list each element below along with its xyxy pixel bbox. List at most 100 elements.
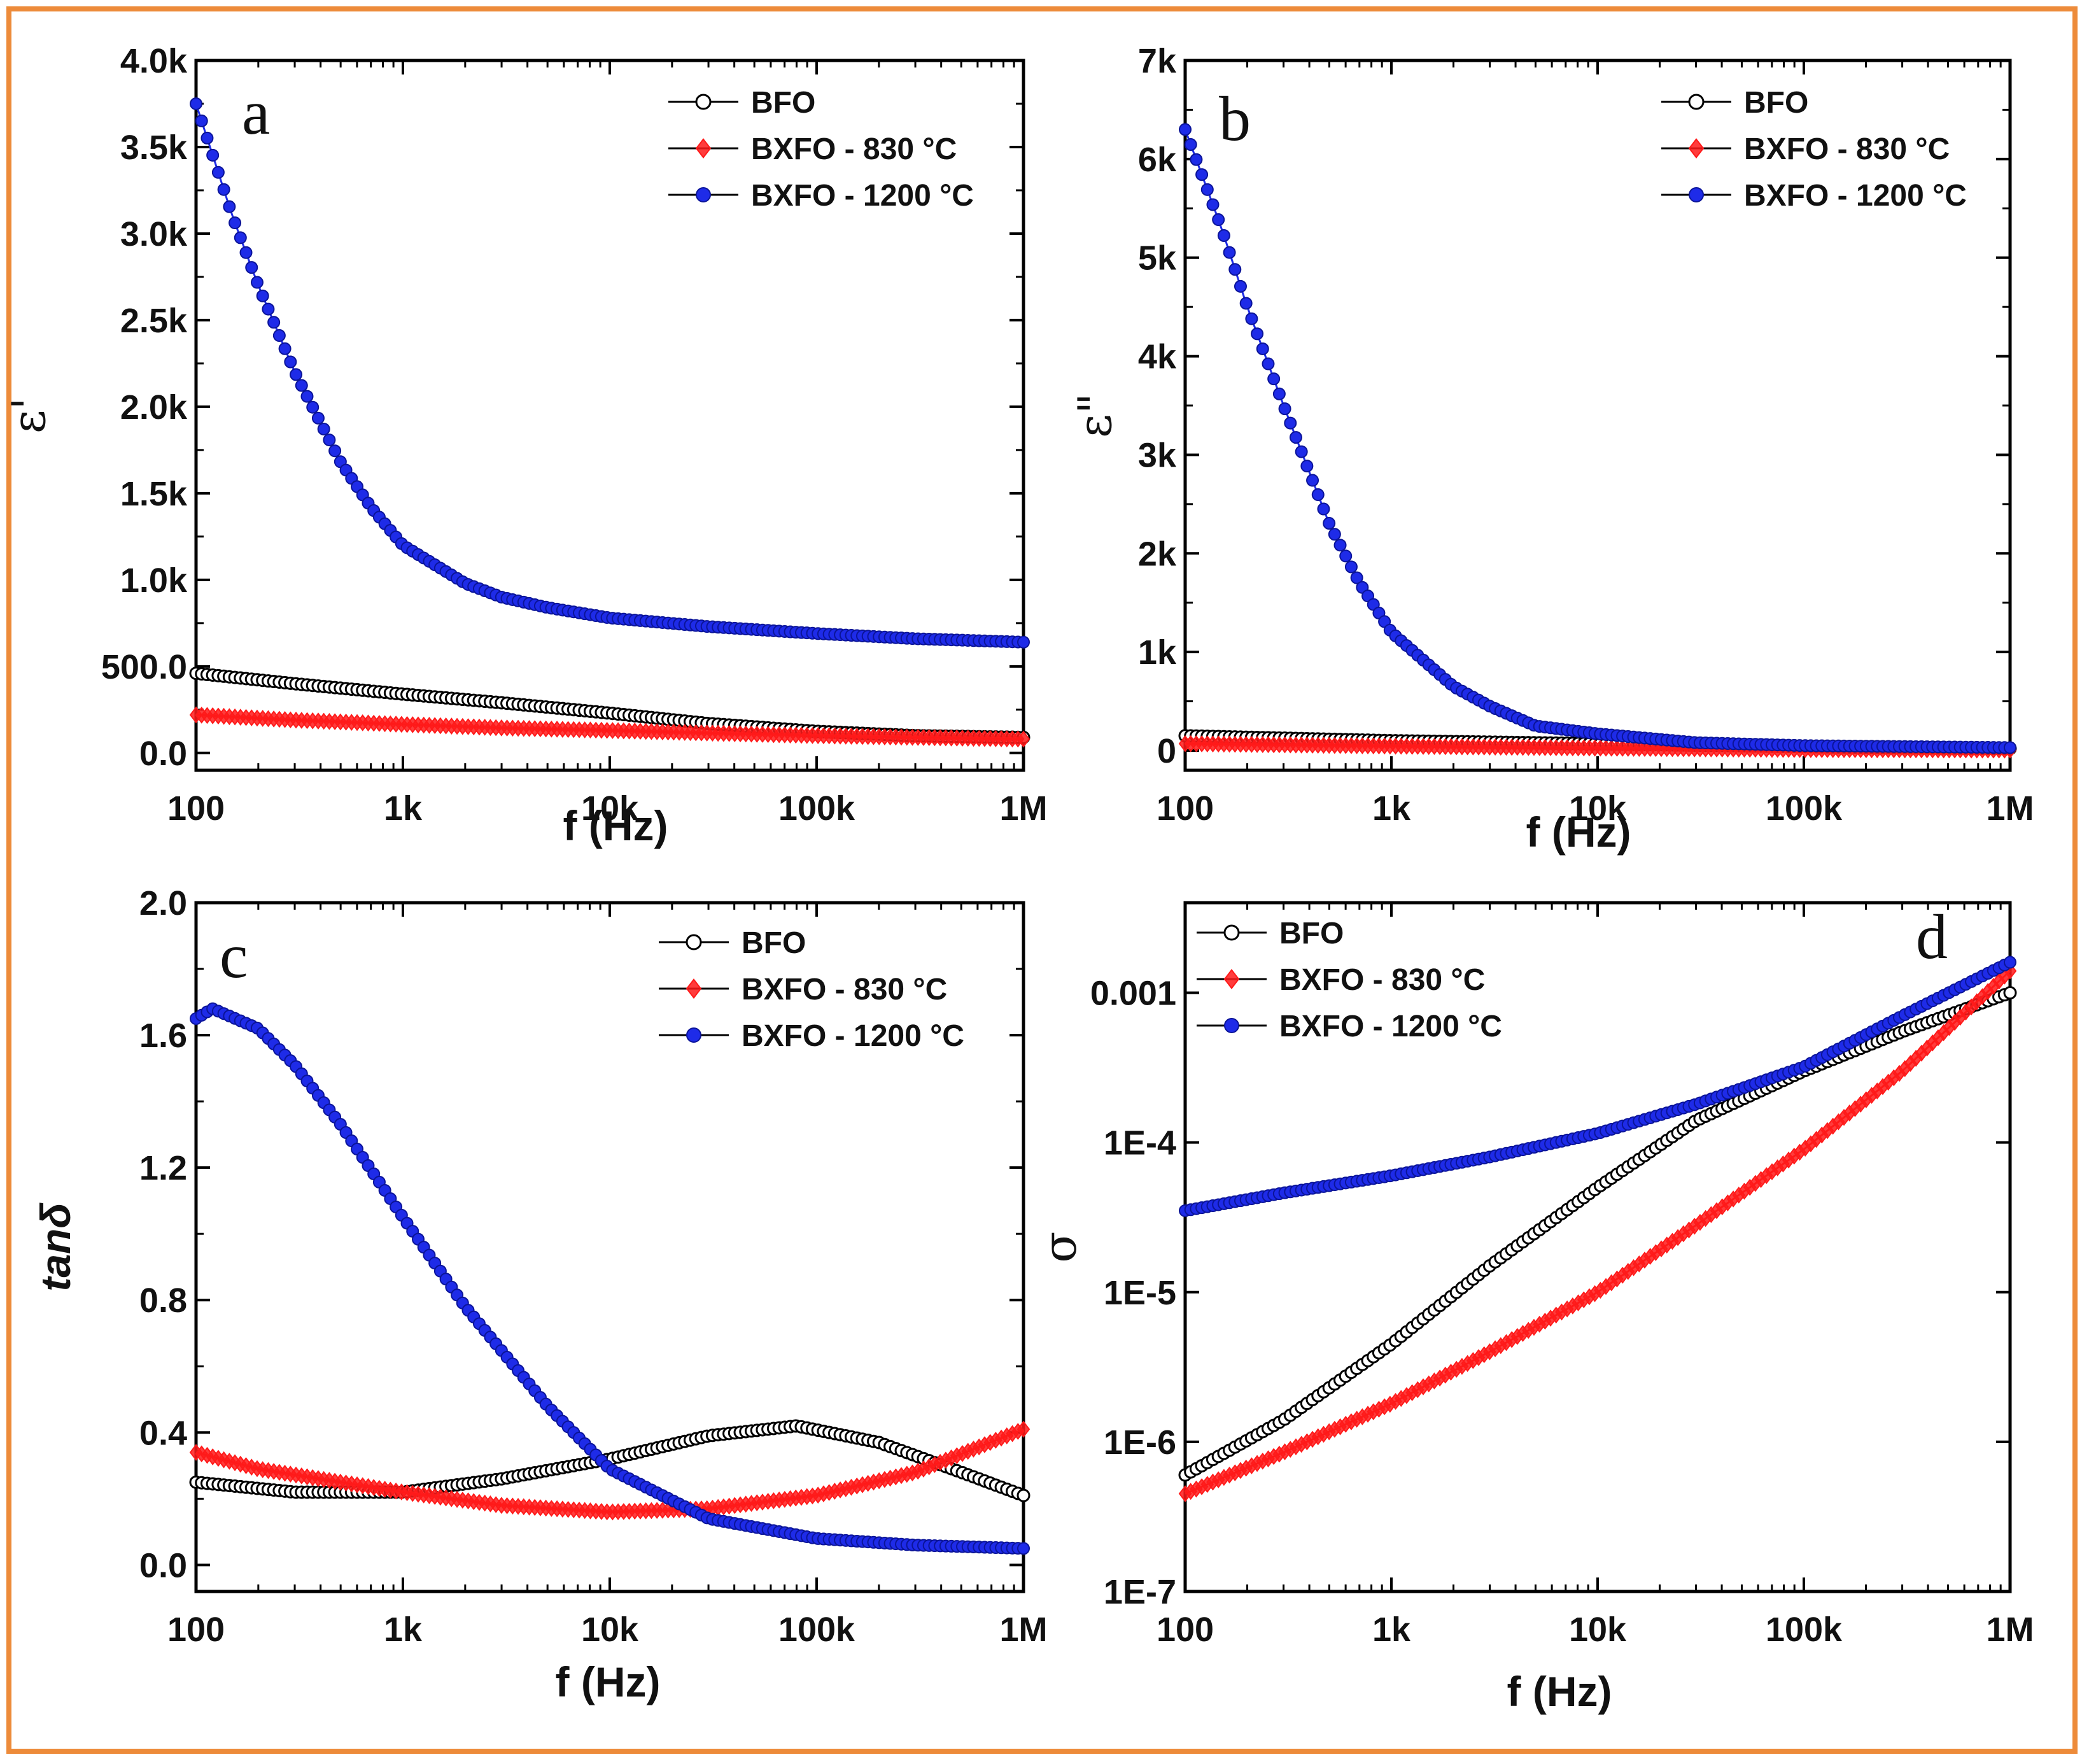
data-point-a-2 xyxy=(317,422,330,435)
y-axis-label-d: σ xyxy=(1033,1231,1087,1262)
data-point-a-2 xyxy=(223,200,236,213)
series-line-b-2 xyxy=(1184,129,2011,749)
y-axis-label-c: tanδ xyxy=(32,1203,79,1292)
legend-marker-d-1 xyxy=(1223,969,1240,989)
data-point-c-1 xyxy=(1016,1420,1030,1438)
y-tick-label-c-4: 1.6 xyxy=(139,1017,187,1055)
legend-label-a-0: BFO xyxy=(751,86,815,120)
series-line-d-1 xyxy=(1185,970,2011,1495)
legend-label-d-1: BXFO - 830 °C xyxy=(1279,963,1485,997)
data-point-b-2 xyxy=(1256,342,1269,355)
panel-c: 100 1k 10k 100k 1M 0.0 0.4 0.8 1.2 1.6 2.0 f (Hz) ta… xyxy=(32,884,1048,1705)
data-point-d-2 xyxy=(2004,956,2016,969)
data-point-a-2 xyxy=(229,216,242,230)
y-tick-label-d-2: 1E-5 xyxy=(1104,1274,1176,1312)
y-tick-label-b-7: 7k xyxy=(1138,42,1177,80)
data-point-a-2 xyxy=(200,131,214,145)
legend-marker-a-2 xyxy=(696,187,711,202)
y-tick-label-b-4: 4k xyxy=(1138,338,1177,376)
data-point-a-2 xyxy=(250,276,264,289)
figure-frame xyxy=(6,6,2078,1754)
y-tick-label-a-7: 3.5k xyxy=(120,129,188,167)
y-tick-label-b-6: 6k xyxy=(1138,141,1177,179)
x-tick-label-d-4: 1M xyxy=(1986,1611,2034,1649)
data-point-a-2 xyxy=(323,434,336,447)
data-point-b-2 xyxy=(1328,528,1341,541)
x-tick-label-a-3: 100k xyxy=(778,789,855,828)
x-axis-label-d: f (Hz) xyxy=(1507,1668,1612,1715)
data-point-a-2 xyxy=(328,444,342,458)
data-point-b-2 xyxy=(1217,229,1230,242)
data-point-b-2 xyxy=(1339,549,1353,563)
data-point-b-2 xyxy=(1212,213,1225,227)
panel-a: 100 1k 10k 100k 1M 0.0 500.0 1.0k 1.5k 2.0k 2.5k 3.… xyxy=(2,42,1048,849)
data-point-a-2 xyxy=(245,261,258,274)
legend-label-b-0: BFO xyxy=(1744,86,1808,120)
panel-label-d: d xyxy=(1916,901,1948,972)
x-tick-label-c-3: 100k xyxy=(778,1611,855,1649)
legend-marker-c-2 xyxy=(686,1027,701,1043)
data-point-b-2 xyxy=(1239,297,1253,310)
data-point-c-0 xyxy=(1016,1488,1030,1502)
data-point-a-2 xyxy=(278,342,292,355)
data-point-b-2 xyxy=(2004,741,2016,754)
legend-label-b-1: BXFO - 830 °C xyxy=(1744,132,1950,166)
legend-b: BFO BXFO - 830 °C BXFO - 1200 °C xyxy=(1661,86,1967,213)
x-tick-label-b-1: 1k xyxy=(1372,789,1411,828)
data-point-b-2 xyxy=(1206,198,1220,211)
legend-label-c-0: BFO xyxy=(742,926,806,960)
data-point-b-2 xyxy=(1179,123,1192,136)
legend-marker-a-1 xyxy=(695,138,712,159)
data-point-a-2 xyxy=(195,114,208,127)
series-c-1 xyxy=(189,1420,1030,1521)
y-tick-label-a-8: 4.0k xyxy=(120,42,188,80)
legend-c: BFO BXFO - 830 °C BXFO - 1200 °C xyxy=(659,926,964,1053)
data-point-d-0 xyxy=(2003,986,2017,1000)
data-point-b-2 xyxy=(1284,416,1297,430)
y-tick-label-c-3: 1.2 xyxy=(139,1149,187,1187)
series-d-2 xyxy=(1179,956,2016,1217)
y-tick-label-c-5: 2.0 xyxy=(139,884,187,922)
data-point-b-2 xyxy=(1195,168,1209,181)
x-tick-label-b-4: 1M xyxy=(1986,789,2034,828)
x-axis-label-a: f (Hz) xyxy=(563,802,668,849)
y-tick-label-b-0: 0 xyxy=(1157,732,1176,770)
series-b-2 xyxy=(1179,123,2016,754)
data-point-b-2 xyxy=(1333,539,1347,552)
data-point-b-2 xyxy=(1289,431,1302,444)
data-point-b-2 xyxy=(1223,246,1236,259)
data-point-b-2 xyxy=(1200,183,1214,196)
data-point-a-2 xyxy=(284,355,297,369)
y-tick-label-b-1: 1k xyxy=(1138,633,1177,672)
y-tick-label-c-2: 0.8 xyxy=(139,1281,187,1320)
data-point-b-2 xyxy=(1262,357,1275,370)
x-tick-label-b-2: 10k xyxy=(1569,789,1627,828)
data-point-b-2 xyxy=(1251,327,1264,341)
data-point-b-2 xyxy=(1190,153,1203,166)
data-point-b-2 xyxy=(1306,474,1319,487)
legend-a: BFO BXFO - 830 °C BXFO - 1200 °C xyxy=(668,86,974,213)
data-point-a-2 xyxy=(272,329,286,342)
y-tick-label-b-5: 5k xyxy=(1138,239,1177,278)
legend-marker-b-1 xyxy=(1688,138,1705,159)
data-point-a-2 xyxy=(190,97,202,110)
series-d-0 xyxy=(1178,986,2017,1482)
legend-marker-d-2 xyxy=(1224,1018,1239,1033)
data-point-b-2 xyxy=(1300,460,1314,473)
data-point-b-2 xyxy=(1311,488,1325,502)
data-point-a-2 xyxy=(206,148,220,162)
data-point-a-2 xyxy=(234,231,247,244)
legend-label-a-1: BXFO - 830 °C xyxy=(751,132,957,166)
data-point-a-2 xyxy=(295,379,308,392)
legend-label-d-2: BXFO - 1200 °C xyxy=(1279,1010,1502,1043)
legend-label-d-0: BFO xyxy=(1279,917,1344,950)
data-point-b-2 xyxy=(1245,312,1258,325)
data-point-b-2 xyxy=(1323,517,1336,530)
data-point-a-2 xyxy=(256,289,269,302)
x-tick-label-a-4: 1M xyxy=(999,789,1047,828)
series-a-2 xyxy=(190,97,1030,649)
panel-label-c: c xyxy=(220,921,248,991)
data-point-b-2 xyxy=(1344,560,1358,574)
legend-label-a-2: BXFO - 1200 °C xyxy=(751,179,974,213)
